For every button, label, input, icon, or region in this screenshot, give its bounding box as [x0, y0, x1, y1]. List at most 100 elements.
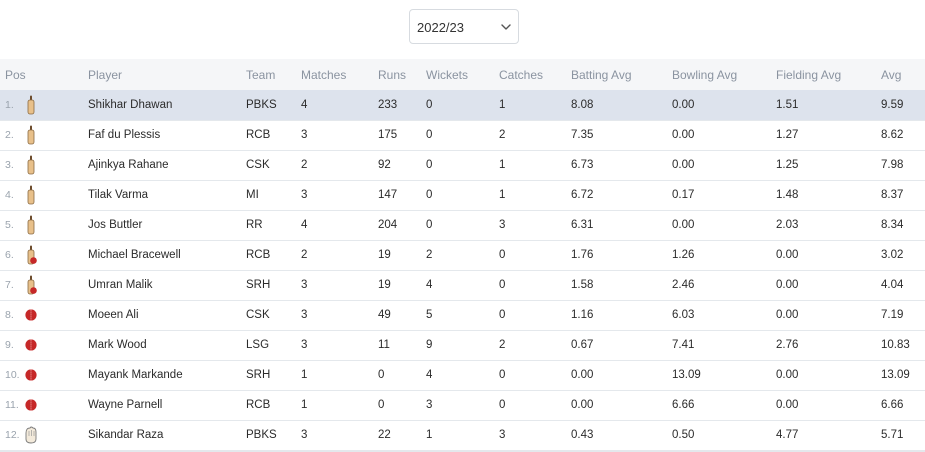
header-fielding-avg[interactable]: Fielding Avg — [776, 67, 842, 82]
cell-team: SRH — [246, 369, 271, 381]
table-bottom-border — [0, 450, 925, 452]
header-batting-avg[interactable]: Batting Avg — [571, 67, 632, 82]
cell-bowling-avg: 13.09 — [672, 369, 701, 381]
cell-catches: 1 — [499, 189, 506, 201]
cell-fielding-avg: 1.48 — [776, 189, 799, 201]
cell-fielding-avg: 2.76 — [776, 339, 799, 351]
position-number: 8. — [5, 309, 14, 321]
cell-wickets: 0 — [426, 219, 433, 231]
cell-runs: 11 — [378, 339, 390, 351]
cell-matches: 2 — [301, 249, 308, 261]
cell-catches: 1 — [499, 98, 506, 111]
all-rounder-icon — [23, 245, 39, 265]
cell-bowling-avg: 1.26 — [672, 249, 695, 261]
cell-player[interactable]: Tilak Varma — [88, 189, 149, 201]
cell-fielding-avg: 0.00 — [776, 369, 799, 381]
table-row[interactable]: 9. Mark Wood LSG 3 11 9 2 0.67 7.41 2.76 10.83 — [0, 330, 925, 360]
cell-player[interactable]: Faf du Plessis — [88, 129, 161, 141]
cell-bowling-avg: 0.00 — [672, 129, 695, 141]
cell-matches: 3 — [301, 429, 308, 441]
cell-team: CSK — [246, 309, 270, 321]
cell-player[interactable]: Moeen Ali — [88, 309, 139, 321]
cell-bowling-avg: 0.17 — [672, 189, 695, 201]
position-number: 5. — [5, 219, 14, 231]
header-avg[interactable]: Avg — [881, 67, 902, 82]
cell-runs: 19 — [378, 249, 391, 261]
cell-bowling-avg: 0.00 — [672, 98, 695, 111]
cell-avg: 8.34 — [881, 219, 904, 231]
season-select[interactable]: 2022/23 — [409, 9, 519, 44]
cell-avg: 9.59 — [881, 98, 904, 111]
position-number: 2. — [5, 129, 14, 141]
bat-icon — [23, 125, 39, 145]
cell-matches: 2 — [301, 159, 308, 171]
cell-player[interactable]: Wayne Parnell — [88, 399, 163, 411]
position-number: 4. — [5, 189, 14, 201]
cell-runs: 175 — [378, 129, 398, 141]
header-pos[interactable]: Pos — [5, 67, 26, 82]
table-row[interactable]: 1. Shikhar Dhawan PBKS 4 233 0 1 8.08 0.00 1.51 9.… — [0, 90, 925, 120]
cell-catches: 3 — [499, 219, 506, 231]
header-runs[interactable]: Runs — [378, 67, 407, 82]
table-row[interactable]: 6. Michael Bracewell RCB 2 19 2 0 1.76 1.26 0.00 3… — [0, 240, 925, 270]
position-number: 3. — [5, 159, 14, 171]
header-team[interactable]: Team — [246, 67, 276, 82]
cell-catches: 0 — [499, 399, 506, 411]
cell-fielding-avg: 4.77 — [776, 429, 799, 441]
cell-wickets: 3 — [426, 399, 433, 411]
cell-team: CSK — [246, 159, 270, 171]
bat-icon — [23, 155, 39, 175]
cell-pos: 8. — [0, 300, 88, 330]
table-row[interactable]: 11. Wayne Parnell RCB 1 0 3 0 0.00 6.66 0.00 6.66 — [0, 390, 925, 420]
cell-player[interactable]: Michael Bracewell — [88, 249, 181, 261]
cell-avg: 7.98 — [881, 159, 904, 171]
position-number: 9. — [5, 339, 14, 351]
cell-runs: 0 — [378, 369, 385, 381]
cell-runs: 204 — [378, 219, 398, 231]
cell-player[interactable]: Ajinkya Rahane — [88, 159, 169, 171]
header-bowling-avg[interactable]: Bowling Avg — [672, 67, 738, 82]
header-catches[interactable]: Catches — [499, 67, 544, 82]
table-row[interactable]: 2. Faf du Plessis RCB 3 175 0 2 7.35 0.00 1.27 8.6… — [0, 120, 925, 150]
cell-player[interactable]: Mayank Markande — [88, 369, 183, 381]
table-row[interactable]: 8. Moeen Ali CSK 3 49 5 0 1.16 6.03 0.00 7.19 — [0, 300, 925, 330]
cell-player[interactable]: Shikhar Dhawan — [88, 98, 173, 111]
table-body: 1. Shikhar Dhawan PBKS 4 233 0 1 8.08 0.00 1.51 9.… — [0, 90, 925, 450]
cell-batting-avg: 6.73 — [571, 159, 594, 171]
cell-player[interactable]: Mark Wood — [88, 339, 147, 351]
cell-player[interactable]: Umran Malik — [88, 279, 153, 291]
cell-catches: 0 — [499, 309, 506, 321]
table-row[interactable]: 4. Tilak Varma MI 3 147 0 1 6.72 0.17 1.48 8.37 — [0, 180, 925, 210]
cell-pos: 5. — [0, 210, 88, 240]
cell-pos: 4. — [0, 180, 88, 210]
cell-wickets: 2 — [426, 249, 433, 261]
table-row[interactable]: 12. Sikandar Raza PBKS 3 22 1 3 0.43 0.50 4.77 5.7… — [0, 420, 925, 450]
cell-avg: 13.09 — [881, 369, 910, 381]
header-matches[interactable]: Matches — [301, 67, 347, 82]
cell-batting-avg: 8.08 — [571, 98, 594, 111]
table-row[interactable]: 10. Mayank Markande SRH 1 0 4 0 0.00 13.09 0.00 13… — [0, 360, 925, 390]
table-row[interactable]: 5. Jos Buttler RR 4 204 0 3 6.31 0.00 2.03 8.34 — [0, 210, 925, 240]
header-player[interactable]: Player — [88, 67, 123, 82]
cell-matches: 3 — [301, 189, 308, 201]
season-select-value: 2022/23 — [417, 20, 464, 35]
cell-pos: 9. — [0, 330, 88, 360]
cell-pos: 12. — [0, 420, 88, 450]
cell-wickets: 9 — [426, 339, 433, 351]
cell-avg: 5.71 — [881, 429, 904, 441]
cell-catches: 2 — [499, 129, 506, 141]
ball-icon — [23, 365, 39, 385]
cell-player[interactable]: Sikandar Raza — [88, 429, 164, 441]
position-number: 1. — [5, 98, 14, 111]
cell-batting-avg: 1.58 — [571, 279, 594, 291]
cell-player[interactable]: Jos Buttler — [88, 219, 143, 231]
table-row[interactable]: 7. Umran Malik SRH 3 19 4 0 1.58 2.46 0.00 4.04 — [0, 270, 925, 300]
header-wickets[interactable]: Wickets — [426, 67, 468, 82]
cell-pos: 7. — [0, 270, 88, 300]
cell-team: LSG — [246, 339, 270, 351]
cell-pos: 11. — [0, 390, 88, 420]
cell-batting-avg: 1.76 — [571, 249, 594, 261]
cell-fielding-avg: 1.27 — [776, 129, 799, 141]
table-row[interactable]: 3. Ajinkya Rahane CSK 2 92 0 1 6.73 0.00 1.25 7.98 — [0, 150, 925, 180]
cell-batting-avg: 0.00 — [571, 369, 594, 381]
